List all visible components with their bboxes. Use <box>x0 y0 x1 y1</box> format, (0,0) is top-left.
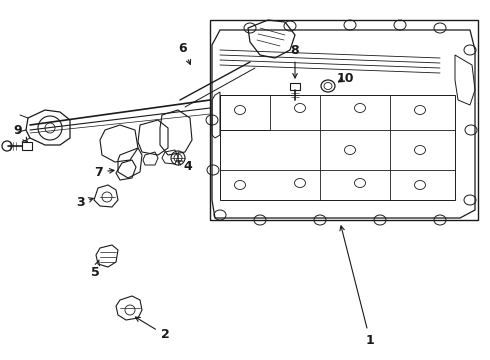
Text: 4: 4 <box>178 161 193 174</box>
Text: 2: 2 <box>135 317 170 342</box>
Text: 6: 6 <box>179 41 191 64</box>
Text: 5: 5 <box>91 260 99 279</box>
Bar <box>210 20 478 220</box>
Text: 1: 1 <box>340 226 374 346</box>
Text: 7: 7 <box>94 166 114 179</box>
Text: 3: 3 <box>75 197 93 210</box>
Text: 10: 10 <box>336 72 354 85</box>
Text: 8: 8 <box>291 44 299 78</box>
Text: 9: 9 <box>14 123 27 142</box>
